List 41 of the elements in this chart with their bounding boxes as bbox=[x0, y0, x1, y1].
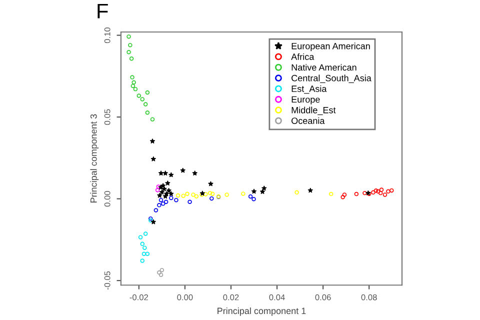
point bbox=[166, 188, 172, 193]
legend-label: European American bbox=[292, 42, 370, 52]
y-tick-label: 0.05 bbox=[104, 109, 110, 125]
legend-label: Est_Asia bbox=[292, 85, 327, 94]
x-tick-label: -0.02 bbox=[130, 294, 148, 300]
point bbox=[150, 219, 156, 224]
point bbox=[208, 181, 214, 186]
text: F bbox=[98, 4, 108, 18]
x-tick-label: 0.00 bbox=[177, 294, 193, 300]
x-axis-title: Principal component 1 bbox=[218, 307, 306, 316]
legend-label: Central_South_Asia bbox=[292, 74, 372, 84]
legend-label: Africa bbox=[291, 53, 314, 60]
legend-label: Europe bbox=[292, 96, 320, 104]
legend-label: Native American bbox=[292, 64, 356, 71]
point bbox=[165, 180, 170, 186]
point bbox=[162, 194, 168, 199]
point bbox=[168, 172, 174, 178]
y-tick-label: 0.00 bbox=[104, 191, 110, 207]
y-tick-label: -0.05 bbox=[104, 271, 110, 290]
point bbox=[158, 170, 164, 176]
point bbox=[192, 170, 198, 176]
legend-label: Middle_Est bbox=[292, 106, 336, 116]
x-tick-label: 0.08 bbox=[361, 294, 377, 300]
point bbox=[157, 192, 162, 198]
x-tick-label: 0.04 bbox=[269, 294, 285, 300]
point bbox=[159, 190, 164, 194]
point bbox=[158, 184, 164, 190]
point bbox=[150, 156, 156, 162]
point bbox=[251, 188, 257, 194]
point bbox=[168, 191, 174, 196]
x-tick-label: 0.02 bbox=[223, 294, 239, 300]
legend-label: Oceania bbox=[292, 117, 325, 124]
y-axis-title: Principal component 3 bbox=[90, 114, 99, 202]
point bbox=[260, 189, 266, 194]
point bbox=[180, 168, 186, 173]
y-tick-label: 0.10 bbox=[104, 27, 110, 44]
point bbox=[308, 188, 313, 193]
point bbox=[262, 186, 267, 191]
x-tick-label: 0.06 bbox=[315, 294, 331, 300]
point bbox=[150, 138, 155, 144]
point bbox=[162, 170, 168, 176]
